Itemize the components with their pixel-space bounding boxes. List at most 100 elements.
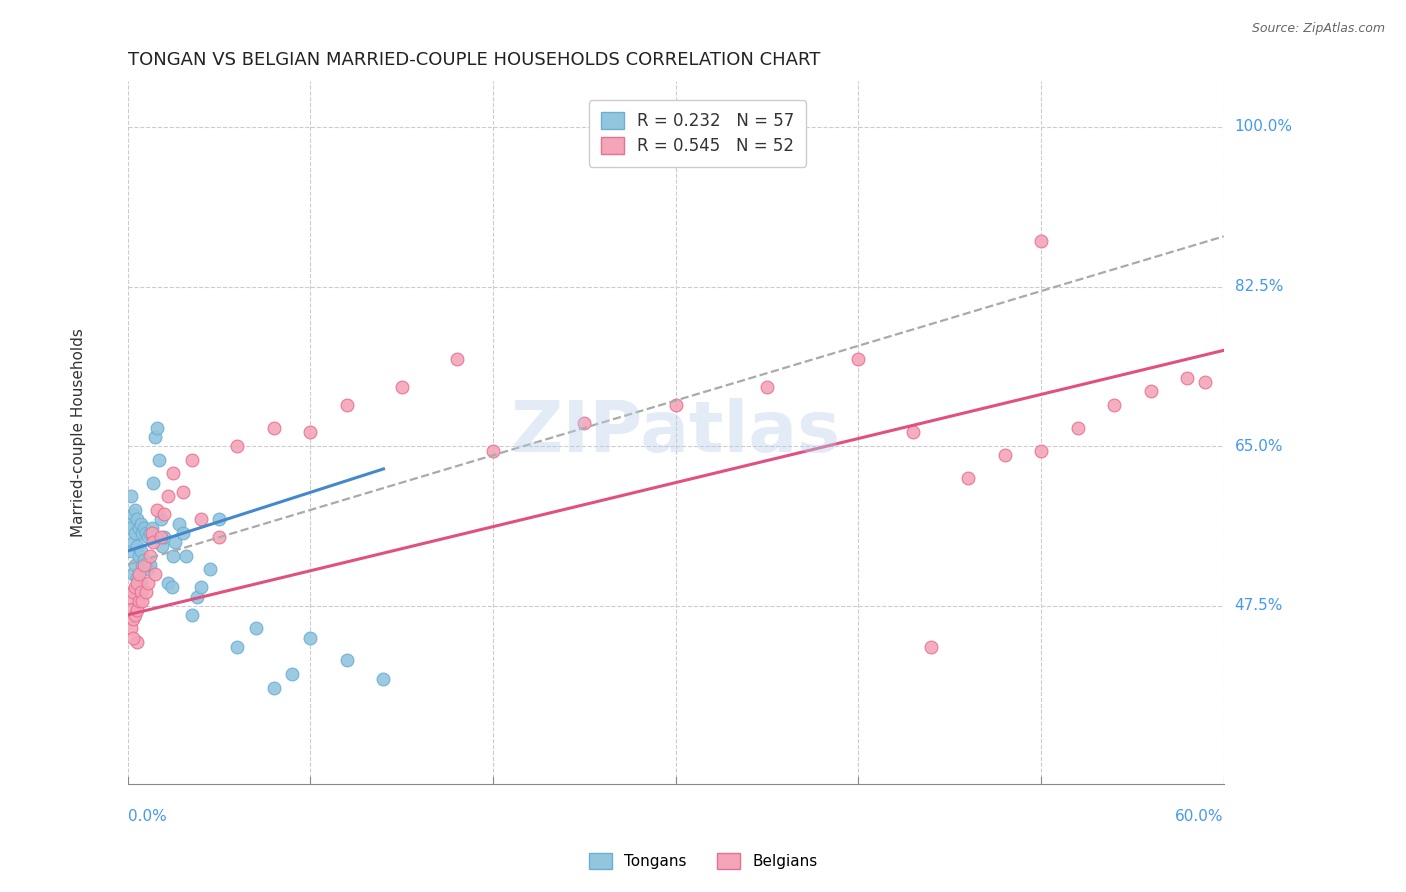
Legend: Tongans, Belgians: Tongans, Belgians: [582, 847, 824, 875]
Point: [336, 398, 359, 412]
Point: [146, 503, 169, 517]
Point: [122, 566, 145, 581]
Point: [263, 421, 285, 435]
Point: [165, 534, 187, 549]
Point: [141, 525, 163, 540]
Point: [129, 544, 152, 558]
Point: [129, 516, 152, 531]
Point: [574, 417, 596, 431]
Point: [180, 607, 202, 622]
Point: [136, 562, 159, 576]
Point: [190, 581, 212, 595]
Point: [122, 508, 145, 522]
Point: [134, 521, 156, 535]
Text: 100.0%: 100.0%: [1234, 120, 1292, 135]
Point: [135, 558, 157, 572]
Point: [124, 607, 146, 622]
Point: [167, 516, 190, 531]
Text: 47.5%: 47.5%: [1234, 599, 1284, 613]
Point: [152, 540, 174, 554]
Point: [226, 439, 249, 453]
Point: [128, 549, 150, 563]
Point: [336, 653, 359, 667]
Point: [138, 549, 160, 563]
Point: [208, 530, 231, 544]
Point: [180, 452, 202, 467]
Point: [138, 558, 160, 572]
Point: [125, 603, 148, 617]
Point: [993, 448, 1015, 462]
Point: [208, 512, 231, 526]
Text: Source: ZipAtlas.com: Source: ZipAtlas.com: [1251, 22, 1385, 36]
Point: [125, 540, 148, 554]
Point: [245, 622, 267, 636]
Point: [120, 544, 142, 558]
Point: [1102, 398, 1125, 412]
Point: [1029, 234, 1052, 248]
Text: 60.0%: 60.0%: [1175, 809, 1223, 824]
Text: 65.0%: 65.0%: [1234, 439, 1284, 454]
Point: [122, 612, 145, 626]
Point: [143, 430, 166, 444]
Point: [142, 475, 165, 490]
Point: [136, 575, 159, 590]
Point: [131, 525, 153, 540]
Point: [156, 575, 179, 590]
Point: [129, 575, 152, 590]
Point: [136, 530, 159, 544]
Point: [134, 558, 156, 572]
Point: [172, 484, 194, 499]
Point: [665, 398, 688, 412]
Point: [122, 585, 145, 599]
Point: [124, 525, 146, 540]
Point: [174, 549, 197, 563]
Text: 0.0%: 0.0%: [128, 809, 166, 824]
Text: TONGAN VS BELGIAN MARRIED-COUPLE HOUSEHOLDS CORRELATION CHART: TONGAN VS BELGIAN MARRIED-COUPLE HOUSEHO…: [128, 51, 820, 69]
Point: [124, 558, 146, 572]
Point: [134, 553, 156, 567]
Point: [299, 425, 322, 440]
Point: [118, 516, 141, 531]
Point: [186, 590, 208, 604]
Point: [124, 581, 146, 595]
Point: [226, 640, 249, 654]
Point: [162, 549, 184, 563]
Text: 82.5%: 82.5%: [1234, 279, 1284, 294]
Text: ZIPatlas: ZIPatlas: [510, 398, 841, 467]
Point: [120, 521, 142, 535]
Legend: R = 0.232   N = 57, R = 0.545   N = 52: R = 0.232 N = 57, R = 0.545 N = 52: [589, 100, 806, 167]
Point: [153, 508, 176, 522]
Point: [125, 512, 148, 526]
Point: [1029, 443, 1052, 458]
Point: [263, 681, 285, 695]
Point: [373, 672, 395, 686]
Point: [128, 594, 150, 608]
Point: [128, 566, 150, 581]
Point: [901, 425, 924, 440]
Point: [128, 521, 150, 535]
Point: [956, 471, 979, 485]
Point: [190, 512, 212, 526]
Point: [125, 575, 148, 590]
Point: [120, 603, 142, 617]
Point: [120, 622, 142, 636]
Point: [149, 512, 172, 526]
Point: [131, 558, 153, 572]
Point: [848, 352, 870, 367]
Point: [756, 380, 779, 394]
Point: [124, 503, 146, 517]
Point: [142, 534, 165, 549]
Point: [1175, 370, 1198, 384]
Point: [281, 667, 304, 681]
Point: [148, 452, 170, 467]
Point: [920, 640, 942, 654]
Point: [149, 530, 172, 544]
Point: [1139, 384, 1161, 399]
Point: [141, 521, 163, 535]
Point: [118, 590, 141, 604]
Point: [135, 585, 157, 599]
Point: [1194, 376, 1216, 390]
Point: [128, 581, 150, 595]
Point: [446, 352, 468, 367]
Point: [135, 525, 157, 540]
